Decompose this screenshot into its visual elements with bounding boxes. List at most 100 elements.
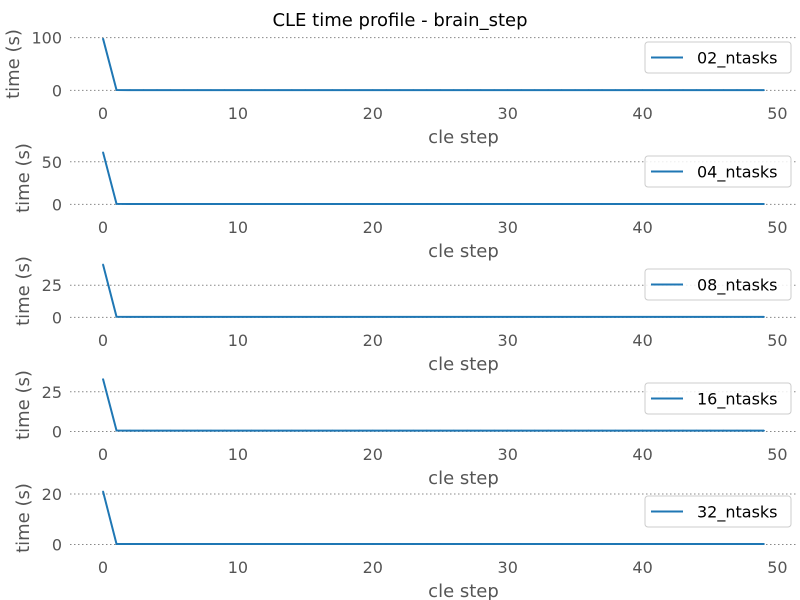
- data-point: [237, 429, 239, 432]
- data-point: [156, 316, 158, 318]
- data-point: [129, 203, 131, 205]
- data-point: [183, 89, 185, 91]
- legend-box: [644, 382, 792, 415]
- data-point: [736, 203, 738, 205]
- data-point: [331, 543, 334, 545]
- data-point: [749, 89, 752, 91]
- y-tick-label: 0: [52, 81, 62, 100]
- legend-box: [644, 268, 792, 301]
- data-point: [344, 429, 347, 432]
- data-point: [196, 89, 199, 91]
- data-point: [560, 316, 563, 318]
- data-point: [695, 429, 698, 432]
- data-point: [304, 89, 307, 91]
- x-tick-label: 10: [228, 331, 248, 350]
- data-point: [763, 543, 765, 545]
- data-point: [425, 316, 428, 318]
- data-point: [493, 429, 496, 432]
- data-point: [183, 316, 185, 318]
- data-point: [129, 89, 131, 91]
- data-point: [304, 203, 307, 205]
- data-point: [709, 429, 711, 432]
- data-point: [398, 316, 401, 318]
- data-point: [398, 429, 401, 432]
- data-point: [493, 203, 496, 205]
- series-line-16_ntasks: [102, 378, 764, 432]
- data-point: [264, 543, 266, 545]
- data-point: [196, 429, 199, 432]
- data-point: [237, 203, 239, 205]
- data-point: [385, 429, 388, 432]
- data-point: [439, 203, 442, 205]
- legend: 08_ntasks: [644, 268, 792, 301]
- data-point: [682, 543, 684, 545]
- data-point: [142, 429, 145, 432]
- data-point: [344, 316, 347, 318]
- data-point: [277, 203, 280, 205]
- panel-5: 0 20 0 10 20 30 40 50 cle step time (s) 32_ntasks: [13, 483, 797, 600]
- data-point: [169, 89, 172, 91]
- data-point: [156, 203, 158, 205]
- data-point: [439, 543, 442, 545]
- data-point: [452, 89, 455, 91]
- data-point: [520, 203, 523, 205]
- x-tick-label: 10: [228, 104, 248, 123]
- x-tick-label: 30: [498, 558, 518, 577]
- data-point: [425, 203, 428, 205]
- x-tick-label: 50: [767, 558, 787, 577]
- panel-4: 0 25 0 10 20 30 40 50 cle step time (s) 16_ntasks: [13, 370, 797, 489]
- x-tick-label: 10: [228, 218, 248, 237]
- data-point: [641, 543, 644, 545]
- data-point: [264, 89, 266, 91]
- data-point: [668, 203, 671, 205]
- x-axis-label: cle step: [428, 468, 499, 489]
- data-point: [641, 429, 644, 432]
- data-point: [250, 89, 253, 91]
- x-tick-label: 40: [632, 104, 652, 123]
- data-point: [196, 203, 199, 205]
- data-point: [250, 203, 253, 205]
- series-line-02_ntasks: [102, 38, 764, 92]
- data-point: [102, 151, 104, 154]
- x-tick-label: 20: [363, 445, 383, 464]
- data-point: [452, 203, 455, 205]
- panel-3: 0 25 0 10 20 30 40 50 cle step time (s) 08_ntasks: [13, 256, 797, 375]
- x-axis-label: cle step: [428, 127, 499, 148]
- series-line-32_ntasks: [102, 491, 764, 545]
- data-point: [290, 429, 293, 432]
- data-point: [493, 543, 496, 545]
- data-point: [156, 543, 158, 545]
- data-point: [210, 89, 212, 91]
- data-point: [169, 543, 172, 545]
- y-tick-label: 20: [42, 485, 62, 504]
- data-point: [628, 89, 630, 91]
- data-point: [682, 429, 684, 432]
- legend-label: 02_ntasks: [697, 49, 778, 69]
- data-point: [290, 316, 293, 318]
- panel-2: 0 50 0 10 20 30 40 50 cle step time (s) 04_ntasks: [13, 143, 797, 262]
- data-point: [398, 543, 401, 545]
- data-point: [601, 543, 603, 545]
- data-point: [587, 543, 590, 545]
- data-point: [290, 89, 293, 91]
- legend: 02_ntasks: [644, 41, 792, 74]
- data-point: [601, 316, 603, 318]
- data-point: [385, 89, 388, 91]
- data-point: [574, 316, 577, 318]
- x-tick-label: 20: [363, 218, 383, 237]
- data-point: [290, 543, 293, 545]
- data-point: [763, 316, 765, 318]
- data-point: [682, 316, 684, 318]
- x-tick-label: 50: [767, 218, 787, 237]
- y-tick-label: 0: [52, 423, 62, 442]
- data-point: [601, 429, 603, 432]
- data-point: [331, 429, 334, 432]
- data-point: [520, 89, 523, 91]
- data-point: [601, 89, 603, 91]
- data-point: [317, 316, 320, 318]
- data-point: [250, 543, 253, 545]
- data-point: [682, 203, 684, 205]
- data-point: [115, 89, 118, 91]
- data-point: [115, 315, 118, 318]
- data-point: [587, 89, 590, 91]
